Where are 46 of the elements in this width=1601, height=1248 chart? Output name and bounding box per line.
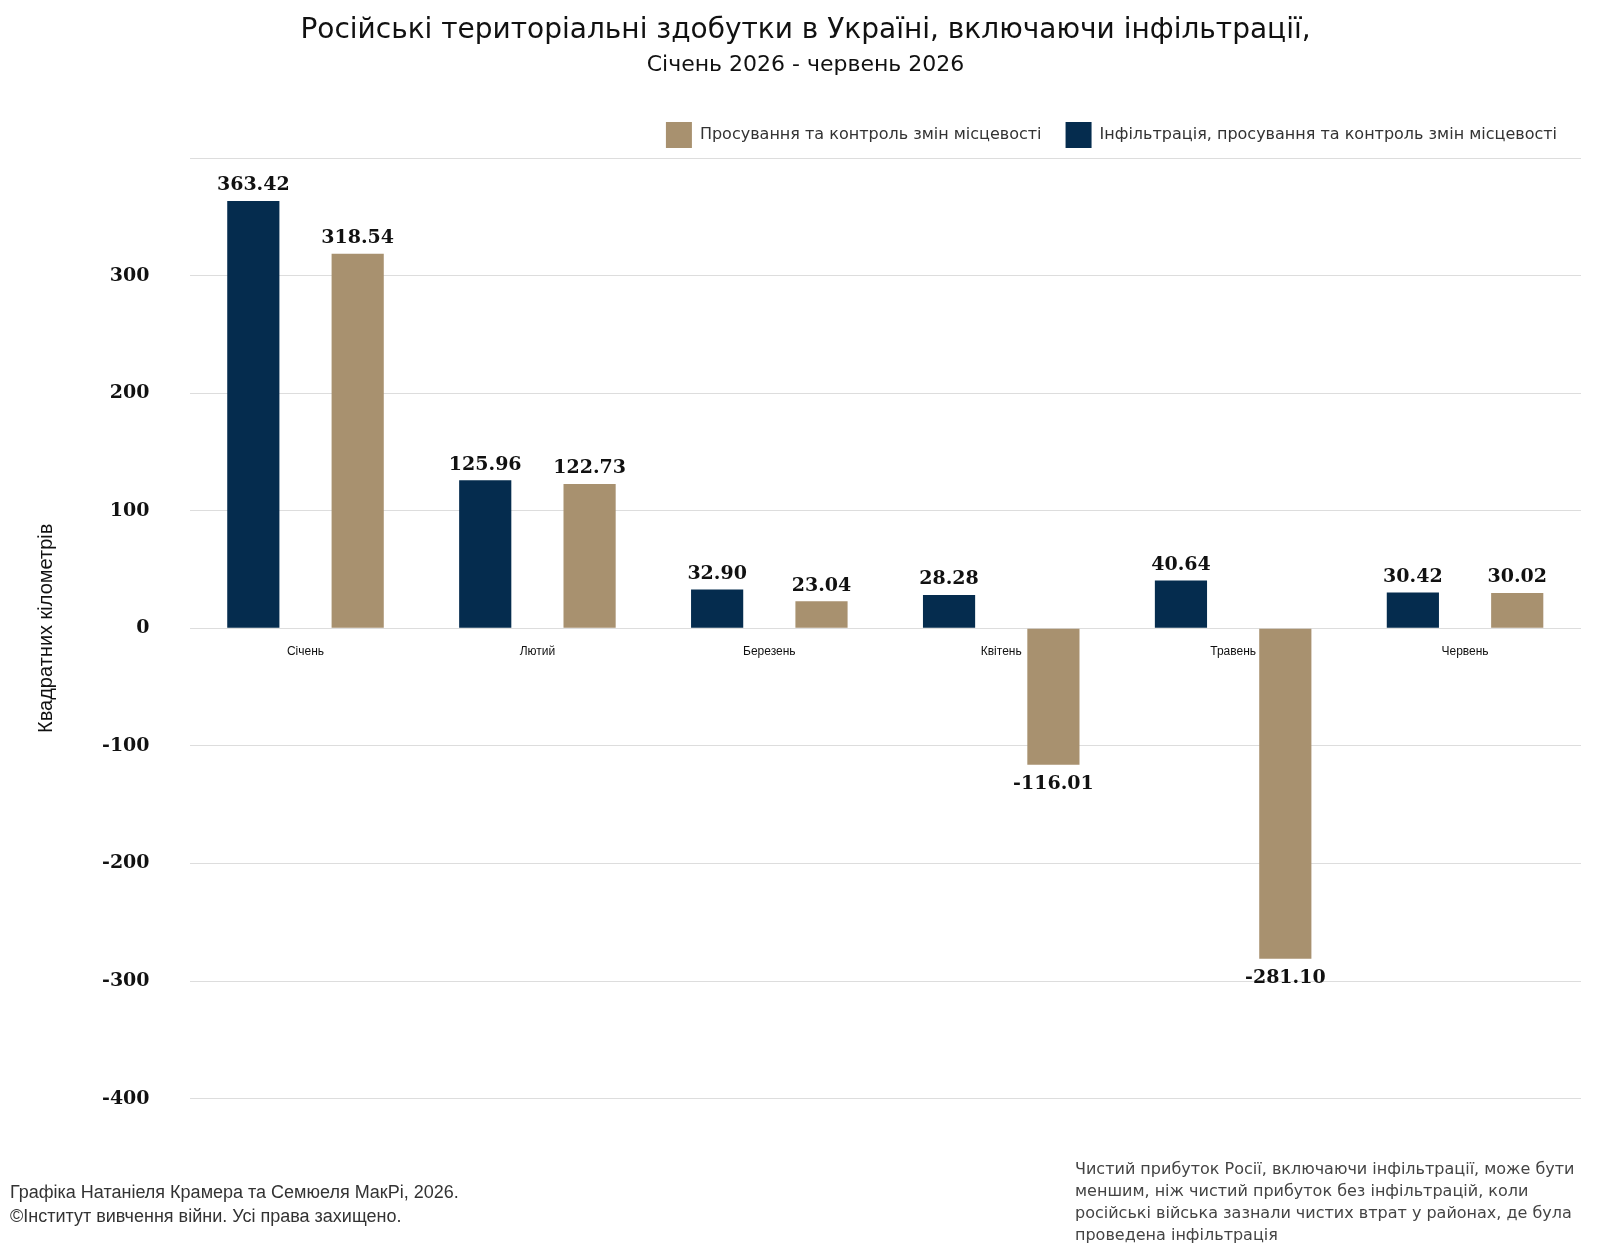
x-tick-label: Квітень — [980, 643, 1022, 658]
data-label: 40.64 — [1151, 551, 1211, 574]
bar — [795, 601, 848, 628]
data-label: 32.90 — [687, 561, 747, 584]
text: Чистий прибуток Росії, включаючи інфільтрації, може бути меншим, ніж чистий прибуток без інфільтрацій, коли російські війська зазнали чистих втрат у районах, де була проведена інфільтрація — [1075, 1158, 1576, 1246]
data-label: 122.73 — [553, 455, 626, 478]
bar — [563, 484, 616, 628]
text: Графіка Натаніеля Крамера та Семюеля МакРі, 2026. — [10, 1181, 459, 1204]
bar — [1491, 593, 1544, 628]
data-label: 125.96 — [448, 451, 522, 474]
x-tick-label: Січень — [286, 643, 325, 658]
y-axis-title: Квадратних кілометрів — [33, 523, 56, 733]
y-tick-label: 100 — [109, 497, 150, 520]
x-tick-label: Лютий — [519, 643, 556, 658]
data-label: 318.54 — [321, 225, 395, 248]
bar — [1154, 580, 1208, 628]
x-tick-label: Травень — [1210, 643, 1257, 658]
data-label: 28.28 — [919, 566, 979, 589]
bar — [331, 253, 384, 628]
data-label: 363.42 — [216, 172, 290, 195]
y-tick-label: -300 — [102, 967, 150, 990]
bar — [459, 480, 512, 628]
data-label: -281.10 — [1245, 965, 1326, 988]
y-tick-label: -400 — [102, 1085, 150, 1108]
data-label: -116.01 — [1013, 771, 1094, 794]
y-tick-label: 200 — [109, 380, 150, 403]
bar — [227, 201, 280, 628]
chart-title: Російські територіальні здобутки в Україні, включаючи інфільтрації, — [300, 12, 1311, 46]
legend-label: Інфільтрація, просування та контроль змін місцевості — [1099, 124, 1558, 144]
legend-label: Просування та контроль змін місцевості — [699, 124, 1042, 144]
bar — [1386, 592, 1439, 628]
chart-subtitle: Січень 2026 - червень 2026 — [646, 50, 965, 76]
data-label: 30.02 — [1487, 564, 1547, 587]
text: ©Інститут вивчення війни. Усі права захищено. — [10, 1205, 403, 1228]
bar — [922, 595, 976, 628]
y-tick-label: -100 — [102, 732, 150, 755]
x-tick-label: Березень — [743, 643, 796, 658]
y-tick-label: 0 — [136, 615, 150, 638]
x-tick-label: Червень — [1441, 643, 1489, 658]
y-tick-label: -200 — [102, 850, 150, 873]
data-label: 30.42 — [1383, 563, 1443, 586]
bar — [1259, 628, 1312, 959]
y-tick-label: 300 — [109, 262, 150, 285]
bar — [691, 589, 744, 628]
bar — [1027, 628, 1080, 765]
data-label: 23.04 — [791, 572, 852, 595]
